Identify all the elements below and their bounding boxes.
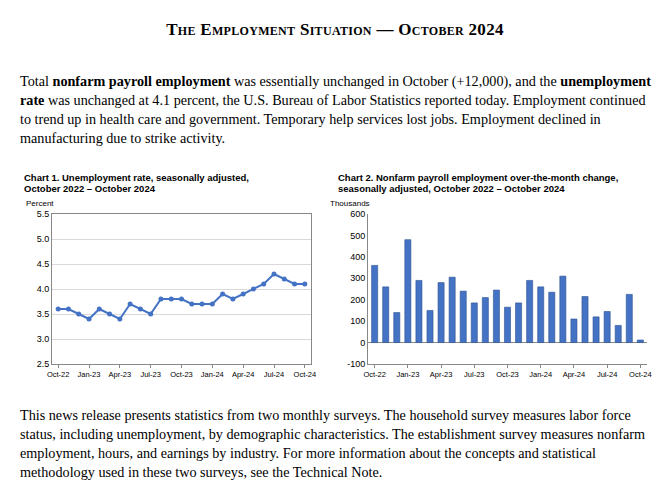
html-text:Chart 1. Unemployment rate, se: Chart 1. Unemployment rate, seasonally a… — [24, 172, 249, 194]
svg-text:3.5: 3.5 — [37, 309, 50, 319]
svg-text:Jul-24: Jul-24 — [597, 370, 617, 379]
svg-text:Oct-23: Oct-23 — [496, 370, 519, 379]
svg-text:Jan-23: Jan-23 — [78, 370, 101, 379]
svg-text:400: 400 — [350, 252, 365, 262]
svg-text:100: 100 — [350, 316, 365, 326]
svg-text:600: 600 — [350, 209, 365, 219]
html-text:This news release presents sta: This news release presents statistics fr… — [20, 407, 645, 480]
svg-text:3.0: 3.0 — [37, 334, 50, 344]
svg-text:Jan-23: Jan-23 — [396, 370, 419, 379]
html-text:The Employment Situation — Oct: The Employment Situation — October 2024 — [166, 20, 504, 39]
svg-text:Oct-22: Oct-22 — [47, 370, 70, 379]
svg-text:300: 300 — [350, 273, 365, 283]
svg-text:5.0: 5.0 — [37, 234, 50, 244]
svg-text:Jul-23: Jul-23 — [140, 370, 160, 379]
svg-text:2.5: 2.5 — [37, 359, 50, 369]
svg-text:Oct-23: Oct-23 — [170, 370, 193, 379]
svg-text:500: 500 — [350, 231, 365, 241]
svg-text:Apr-23: Apr-23 — [109, 370, 132, 379]
svg-text:Oct-24: Oct-24 — [629, 370, 652, 379]
svg-text:4.0: 4.0 — [37, 284, 50, 294]
svg-text:Jan-24: Jan-24 — [201, 370, 224, 379]
svg-text:200: 200 — [350, 295, 365, 305]
svg-text:5.5: 5.5 — [37, 209, 50, 219]
html-text:Chart 2. Nonfarm payroll emplo: Chart 2. Nonfarm payroll employment over… — [338, 172, 619, 194]
svg-text:4.5: 4.5 — [37, 259, 50, 269]
svg-text:Jul-24: Jul-24 — [264, 370, 284, 379]
svg-text:Thousands: Thousands — [330, 199, 370, 208]
svg-text:0: 0 — [360, 338, 365, 348]
svg-text:Apr-23: Apr-23 — [430, 370, 453, 379]
svg-text:Percent: Percent — [26, 199, 54, 208]
svg-text:Apr-24: Apr-24 — [563, 370, 586, 379]
svg-text:Apr-24: Apr-24 — [232, 370, 255, 379]
html-text:Total nonfarm payroll employme: Total nonfarm payroll employment was ess… — [20, 73, 651, 146]
svg-text:Oct-24: Oct-24 — [294, 370, 317, 379]
svg-text:Jul-23: Jul-23 — [464, 370, 484, 379]
svg-text:Oct-22: Oct-22 — [363, 370, 386, 379]
svg-text:-100: -100 — [347, 359, 365, 369]
svg-text:Jan-24: Jan-24 — [529, 370, 552, 379]
